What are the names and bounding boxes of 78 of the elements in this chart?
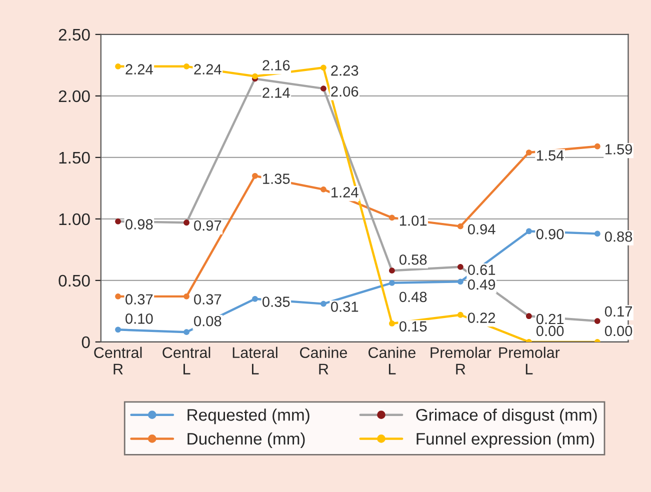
- y-tick-label: 2.50: [58, 28, 90, 41]
- data-label: 0.94: [468, 224, 496, 234]
- data-label: 0.00: [536, 326, 564, 336]
- legend-label: Requested (mm): [188, 408, 310, 424]
- data-label: 0.61: [468, 264, 496, 275]
- x-tick-label: Central L: [162, 346, 210, 374]
- point: [252, 296, 258, 302]
- point: [320, 300, 326, 307]
- legend-label: Funnel expression (mm): [416, 432, 594, 448]
- point: [594, 318, 600, 324]
- point: [115, 63, 121, 70]
- data-label: 0.21: [536, 314, 564, 324]
- y-tick-label: 0: [82, 336, 90, 348]
- data-label: 2.14: [262, 88, 290, 98]
- point: [252, 73, 258, 80]
- point: [389, 280, 395, 286]
- data-label: 2.06: [331, 86, 358, 97]
- data-label: 0.17: [604, 306, 632, 317]
- point: [184, 293, 190, 300]
- data-label: 0.37: [126, 294, 153, 305]
- point: [594, 230, 600, 237]
- x-tick-label: Premolar L: [499, 346, 560, 374]
- point: [184, 63, 190, 70]
- data-label: 1.01: [400, 215, 427, 226]
- point: [526, 313, 532, 320]
- y-tick-label: 1.00: [59, 213, 90, 226]
- data-label: 1.24: [332, 187, 358, 198]
- data-label: 0.35: [262, 296, 290, 307]
- x-tick-label: Premolar R: [430, 346, 492, 374]
- y-tick-label: 2.00: [58, 90, 90, 102]
- legend-label: Grimace of disgust (mm): [416, 408, 597, 424]
- point: [389, 214, 395, 221]
- data-label: 0.00: [604, 326, 632, 336]
- point: [594, 143, 600, 150]
- data-label: 0.97: [194, 220, 222, 231]
- data-label: 0.90: [536, 228, 564, 240]
- data-label: 0.37: [194, 294, 222, 305]
- point: [526, 150, 532, 156]
- data-label: 0.08: [194, 316, 222, 326]
- data-label: 0.49: [468, 279, 496, 290]
- point: [457, 223, 464, 230]
- point: [184, 220, 190, 226]
- data-label: 2.24: [126, 64, 153, 74]
- x-tick-label: Central R: [94, 346, 142, 374]
- data-label: 1.35: [263, 174, 290, 184]
- point: [457, 278, 464, 285]
- x-tick-label: Canine R: [300, 346, 347, 374]
- point: [320, 64, 326, 71]
- data-label: 0.15: [399, 321, 427, 332]
- data-label: 2.16: [262, 60, 290, 70]
- point: [320, 186, 326, 192]
- legend-label: Duchenne (mm): [188, 432, 305, 448]
- point: [457, 264, 464, 270]
- data-label: 2.23: [331, 65, 358, 76]
- data-label: 0.10: [126, 314, 153, 324]
- data-label: 0.58: [399, 254, 427, 265]
- point: [389, 320, 395, 326]
- data-label: 0.22: [468, 312, 496, 323]
- data-label: 0.98: [126, 219, 153, 230]
- point: [115, 218, 121, 224]
- x-tick-label: Lateral L: [232, 346, 278, 374]
- point: [389, 268, 395, 274]
- y-tick-label: 0.50: [58, 274, 90, 287]
- point: [457, 312, 464, 318]
- data-label: 1.59: [605, 144, 632, 154]
- point: [115, 326, 121, 333]
- data-label: 0.88: [604, 231, 632, 242]
- point: [526, 228, 532, 234]
- point: [184, 329, 190, 336]
- data-label: 1.54: [536, 150, 564, 161]
- data-label: 2.24: [194, 64, 222, 74]
- point: [252, 172, 258, 179]
- point: [320, 86, 326, 92]
- x-tick-label: Canine L: [368, 346, 416, 374]
- y-tick-label: 1.50: [59, 152, 90, 164]
- data-label: 0.48: [399, 292, 427, 302]
- point: [115, 293, 121, 300]
- data-label: 0.31: [330, 302, 358, 312]
